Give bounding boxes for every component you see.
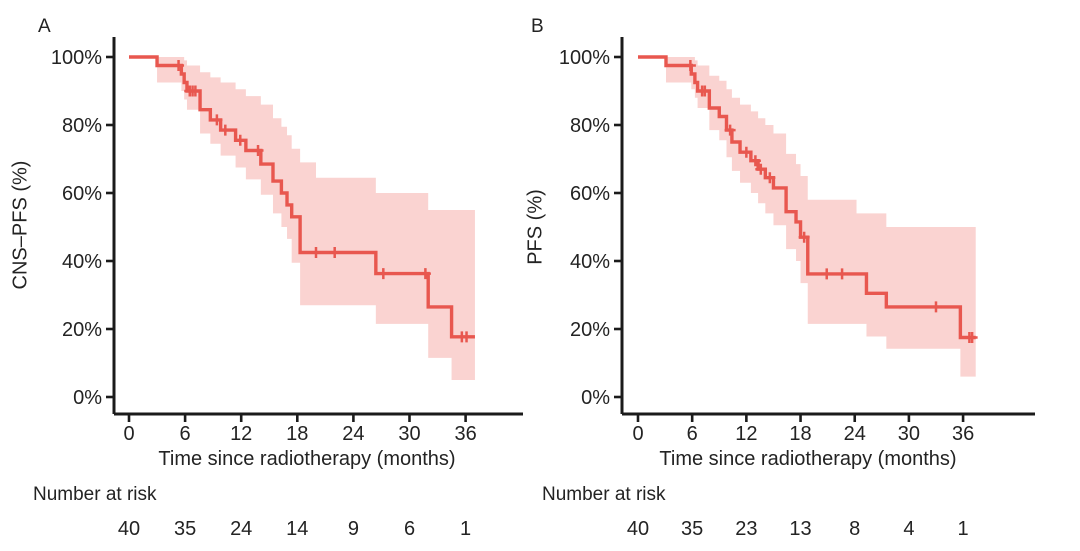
censor-plus-icon (461, 331, 473, 343)
x-tick-label: 12 (230, 423, 252, 445)
censor-marks (173, 60, 473, 343)
risk-count: 40 (118, 518, 140, 540)
axis-lines (620, 37, 1035, 416)
x-tick-label: 12 (735, 423, 757, 445)
panel-b-y-axis-title: PFS (%) (524, 189, 547, 265)
risk-count: 4 (903, 518, 914, 540)
censor-plus-icon (211, 114, 223, 126)
censor-plus-icon (755, 163, 767, 175)
y-tick-label: 80% (570, 115, 610, 137)
y-tick-label: 100% (51, 47, 102, 69)
confidence-band (665, 57, 976, 377)
x-tick-label: 36 (952, 423, 974, 445)
censor-plus-icon (252, 145, 264, 156)
risk-count: 9 (348, 518, 359, 540)
risk-count: 1 (460, 518, 471, 540)
x-tick-label: 24 (844, 423, 866, 445)
censor-plus-icon (699, 85, 711, 97)
censor-plus-icon (930, 301, 942, 313)
censor-plus-icon (836, 268, 848, 280)
panel-a-y-axis-title: CNS–PFS (%) (9, 160, 32, 290)
risk-count: 13 (789, 518, 811, 540)
panel-b-x-axis-title: Time since radiotherapy (months) (659, 448, 957, 470)
x-tick-label: 30 (898, 423, 920, 445)
risk-count: 1 (958, 518, 969, 540)
censor-plus-icon (310, 247, 322, 258)
censor-plus-icon (740, 146, 752, 158)
km-panel-a: 100% 80% 60% 40% 20% 0% 0 6 12 18 24 30 36 40 35 24 14 9 6… (51, 37, 523, 540)
y-tick-label: 80% (62, 115, 102, 137)
censor-marks (684, 60, 978, 343)
y-tick-label: 60% (570, 183, 610, 205)
panel-b-number-at-risk-label: Number at risk (542, 484, 666, 505)
censor-plus-icon (749, 155, 761, 167)
panel-a-number-at-risk-label: Number at risk (33, 484, 157, 505)
x-tick-label: 6 (180, 423, 191, 445)
censor-plus-icon (724, 124, 736, 136)
x-tick-label: 30 (398, 423, 420, 445)
censor-plus-icon (798, 231, 810, 243)
y-tick-label: 40% (62, 251, 102, 273)
censor-plus-icon (234, 134, 246, 146)
y-tick-label: 20% (570, 319, 610, 341)
risk-count: 40 (627, 518, 649, 540)
risk-count: 8 (849, 518, 860, 540)
censor-plus-icon (966, 332, 978, 343)
x-tick-label: 0 (632, 423, 643, 445)
risk-count: 23 (735, 518, 757, 540)
axis-lines (112, 37, 523, 416)
y-tick-label: 40% (570, 251, 610, 273)
y-tick-label: 0% (581, 387, 610, 409)
censor-plus-icon (821, 268, 833, 280)
panel-a-x-axis-title: Time since radiotherapy (months) (158, 448, 456, 470)
km-panel-b: 100% 80% 60% 40% 20% 0% 0 6 12 18 24 30 36 40 35 23 13 8 4… (559, 37, 1035, 540)
censor-plus-icon (377, 268, 389, 280)
y-tick-label: 100% (559, 47, 610, 69)
confidence-band (157, 57, 475, 380)
panel-a-letter: A (38, 16, 51, 37)
y-tick-label: 20% (62, 319, 102, 341)
x-tick-label: 0 (123, 423, 134, 445)
censor-plus-icon (173, 60, 185, 71)
x-tick-label: 18 (789, 423, 811, 445)
censor-plus-icon (329, 247, 341, 258)
y-tick-label: 60% (62, 183, 102, 205)
x-tick-label: 24 (342, 423, 364, 445)
x-tick-label: 36 (454, 423, 476, 445)
risk-count: 35 (681, 518, 703, 540)
risk-count: 14 (286, 518, 308, 540)
censor-plus-icon (764, 172, 776, 184)
x-tick-label: 6 (687, 423, 698, 445)
censor-plus-icon (189, 85, 201, 97)
risk-count: 35 (174, 518, 196, 540)
censor-plus-icon (219, 124, 231, 136)
risk-count: 24 (230, 518, 252, 540)
panel-b-letter: B (531, 16, 544, 37)
censor-plus-icon (684, 60, 696, 71)
x-tick-label: 18 (286, 423, 308, 445)
censor-plus-icon (419, 268, 431, 280)
risk-count: 6 (404, 518, 415, 540)
y-tick-label: 0% (73, 387, 102, 409)
